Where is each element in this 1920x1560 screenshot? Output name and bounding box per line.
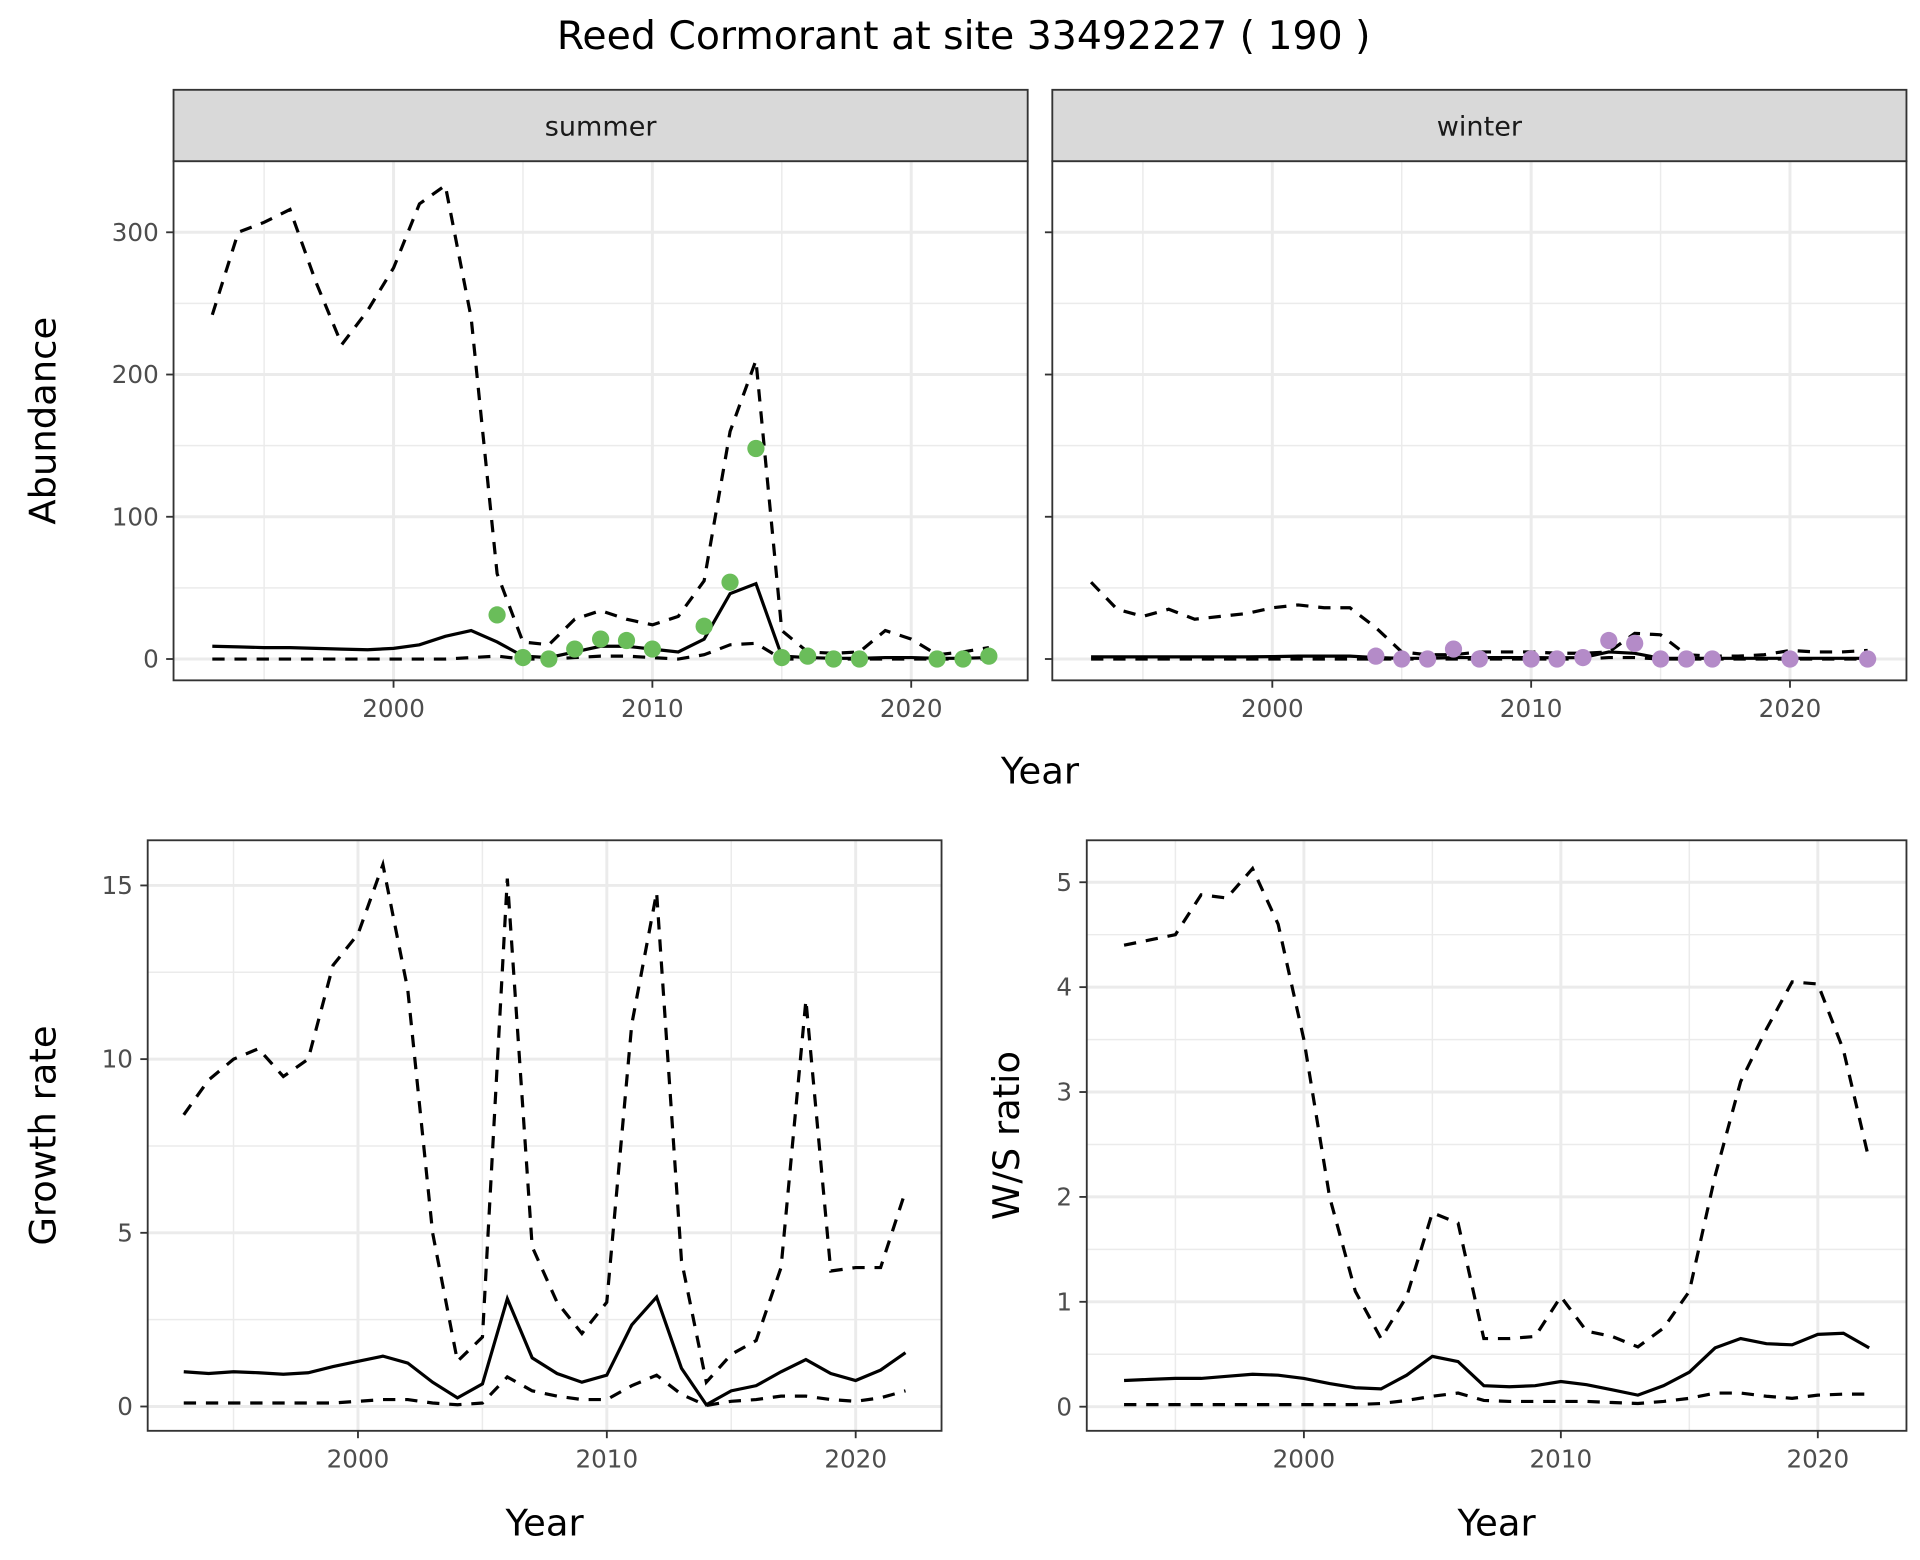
- data-point: [514, 648, 532, 667]
- data-point: [1574, 648, 1592, 667]
- y-axis-label: W/S ratio: [985, 1051, 1028, 1220]
- data-point: [1367, 647, 1385, 665]
- y-tick-label: 5: [117, 1218, 133, 1247]
- y-tick-label: 3: [1056, 1078, 1072, 1107]
- data-point: [695, 617, 713, 635]
- panel-growth-rate: 2000 2010 2020 0 5 10 15 Growth rate Year: [21, 839, 943, 1544]
- plot-background: [173, 161, 1028, 681]
- y-tick-label: 5: [1056, 868, 1072, 897]
- y-tick-label: 15: [102, 871, 133, 900]
- data-point: [592, 630, 610, 648]
- x-axis-label: Year: [505, 1501, 585, 1544]
- y-axis-label: Abundance: [21, 317, 64, 525]
- x-tick-label: 2010: [1530, 1445, 1593, 1474]
- y-tick-label: 2: [1056, 1183, 1072, 1212]
- y-axis-label: Growth rate: [21, 1025, 64, 1245]
- y-tick-label: 200: [112, 360, 159, 389]
- panel-winter: winter 2000 2010 2020: [1044, 88, 1908, 723]
- x-axis-label: Year: [1000, 750, 1080, 793]
- data-point: [1522, 650, 1540, 668]
- y-tick-label: 4: [1056, 973, 1072, 1002]
- lower-bound-line: [1124, 1391, 1870, 1407]
- x-tick-label: 2010: [621, 694, 684, 723]
- y-tick-label: 0: [1056, 1392, 1072, 1421]
- x-tick-label: 2020: [1759, 694, 1822, 723]
- data-point: [747, 439, 765, 458]
- x-tick-label: 2020: [824, 1445, 887, 1474]
- upper-bound-line: [1123, 865, 1871, 1349]
- chart-title: Reed Cormorant at site 33492227 ( 190 ): [557, 13, 1371, 59]
- data-point: [617, 631, 636, 650]
- x-tick-label: 2000: [327, 1445, 390, 1474]
- x-tick-label: 2000: [1273, 1445, 1336, 1474]
- data-point: [954, 650, 972, 668]
- data-point: [980, 647, 998, 665]
- data-point: [850, 650, 869, 668]
- x-tick-label: 2010: [1500, 694, 1563, 723]
- upper-bound-line: [182, 858, 907, 1386]
- data-point: [799, 647, 817, 665]
- data-point: [1626, 634, 1644, 652]
- y-tick-label: 1: [1056, 1287, 1072, 1316]
- x-tick-label: 2000: [362, 694, 425, 723]
- data-point: [1781, 650, 1799, 668]
- x-tick-label: 2000: [1241, 694, 1304, 723]
- y-tick-label: 300: [112, 218, 159, 247]
- data-point: [1470, 650, 1488, 668]
- y-tick-label: 0: [117, 1392, 133, 1421]
- panel-border: [146, 839, 943, 1432]
- panel-w-s-ratio: 2000 2010 2020 0 1 2 3 4 5 W/S ratio Year: [985, 839, 1908, 1544]
- data-point: [721, 573, 739, 591]
- mean-line: [183, 1293, 907, 1407]
- data-point: [488, 606, 506, 624]
- data-point: [1859, 650, 1877, 668]
- y-tick-label: 10: [102, 1045, 133, 1074]
- plot-background: [1052, 161, 1907, 681]
- x-axis-label: Year: [1457, 1501, 1537, 1544]
- y-tick-label: 0: [143, 645, 159, 674]
- y-tick-label: 100: [112, 502, 159, 531]
- data-point: [1419, 650, 1437, 668]
- data-point: [643, 640, 661, 658]
- facet-strip: [1051, 88, 1908, 163]
- data-point: [1600, 631, 1618, 650]
- data-point: [1677, 650, 1696, 668]
- data-point: [824, 650, 843, 668]
- x-tick-label: 2020: [1786, 1445, 1849, 1474]
- plot-background: [147, 840, 942, 1431]
- data-point: [1651, 650, 1670, 668]
- data-point: [566, 640, 584, 658]
- mean-line: [1123, 1331, 1870, 1397]
- facet-label: summer: [545, 111, 658, 142]
- panel-summer: summer 2000 2010 2020 0 100 200 300 Abundance: [21, 88, 1029, 723]
- data-point: [540, 650, 558, 668]
- panel-border: [1085, 839, 1908, 1432]
- data-point: [773, 648, 791, 667]
- data-point: [1548, 650, 1566, 668]
- facet-strip: [172, 88, 1029, 163]
- facet-label: winter: [1437, 111, 1523, 142]
- data-point: [928, 650, 946, 668]
- data-point: [1444, 640, 1463, 658]
- x-tick-label: 2010: [576, 1445, 639, 1474]
- plot-background: [1086, 840, 1907, 1431]
- lower-bound-line: [183, 1373, 906, 1408]
- data-point: [1393, 650, 1411, 668]
- data-point: [1703, 650, 1721, 668]
- x-tick-label: 2020: [880, 694, 943, 723]
